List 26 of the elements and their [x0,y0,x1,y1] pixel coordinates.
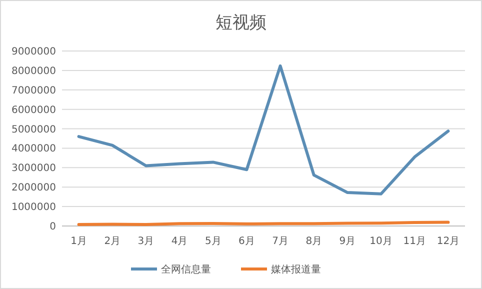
x-tick-label: 10月 [370,236,392,247]
x-tick-label: 6月 [238,236,255,247]
y-tick-label: 0 [50,222,56,232]
y-tick-label: 9000000 [11,46,56,58]
y-tick-label: 3000000 [11,163,56,174]
y-tick-label: 5000000 [11,124,56,136]
x-tick-label: 4月 [171,236,188,247]
x-tick-label: 9月 [339,236,356,247]
x-tick-label: 7月 [272,236,288,247]
y-tick-label: 2000000 [11,182,56,194]
x-tick-label: 5月 [204,236,222,247]
x-tick-label: 1月 [70,236,87,247]
x-tick-label: 11月 [403,236,426,247]
legend-label: 媒体报道量 [271,264,321,276]
y-tick-label: 7000000 [11,85,56,96]
y-tick-label: 6000000 [11,104,56,116]
x-tick-label: 2月 [104,236,121,247]
chart-title: 短视频 [216,13,266,33]
y-tick-label: 1000000 [11,202,56,214]
legend-label: 全网信息量 [161,264,211,276]
y-tick-label: 4000000 [11,144,56,155]
line-series [77,64,450,196]
x-tick-label: 3月 [138,236,154,247]
y-tick-label: 8000000 [11,66,56,77]
x-tick-label: 12月 [436,236,460,247]
x-tick-label: 8月 [306,236,322,247]
